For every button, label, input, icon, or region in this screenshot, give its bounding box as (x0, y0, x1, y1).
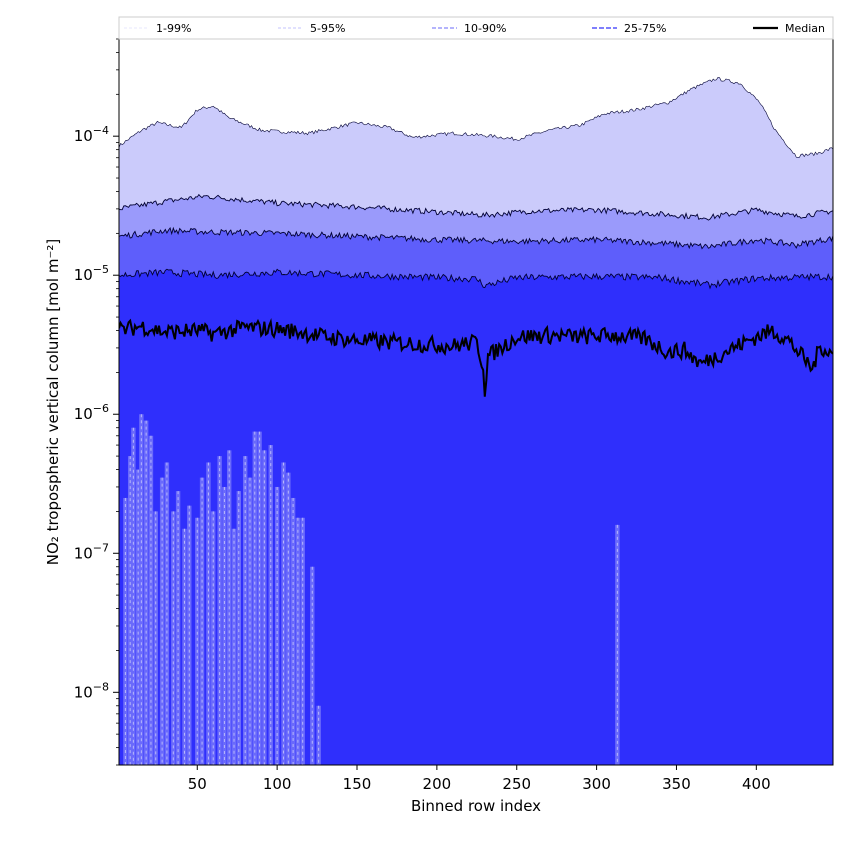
spike-bar (252, 431, 257, 765)
legend-box (118, 16, 834, 40)
y-tick-label: 10−4 (74, 124, 109, 145)
x-tick-label: 200 (423, 775, 452, 793)
y-tick-label: 10−8 (74, 680, 109, 701)
spike-bar (300, 517, 305, 765)
x-tick-label: 150 (343, 775, 372, 793)
spike-bar (159, 477, 165, 765)
spike-bar (310, 566, 315, 765)
plot-inner (119, 76, 833, 765)
legend-label: Median (785, 22, 825, 35)
spike-bar (316, 705, 321, 765)
spike-bar (295, 517, 301, 765)
legend-label: 5-95% (310, 22, 345, 35)
band-1-99-edge (119, 76, 833, 158)
x-tick-label: 400 (742, 775, 771, 793)
spike-bar (268, 445, 273, 765)
x-tick-label: 250 (502, 775, 531, 793)
y-axis-title: NO₂ tropospheric vertical column [mol m⁻… (44, 239, 62, 565)
x-axis: 50 100 150 200 250 300 350 400 (188, 765, 771, 793)
spike-bar (127, 456, 133, 765)
band-25-75-edge (119, 268, 833, 290)
spike-bar (182, 528, 187, 765)
x-tick-label: 100 (263, 775, 292, 793)
y-tick-label: 10−6 (74, 402, 109, 423)
legend-label: 10-90% (464, 22, 506, 35)
legend-label: 25-75% (624, 22, 666, 35)
y-axis: 10−8 10−7 10−6 10−5 10−4 (74, 38, 119, 766)
spike-bar (199, 477, 205, 765)
x-tick-label: 50 (188, 775, 207, 793)
plot-area (118, 38, 834, 766)
x-tick-label: 300 (582, 775, 611, 793)
band-5-95-edge (119, 193, 833, 221)
spike-bar (217, 456, 222, 765)
x-tick-label: 350 (662, 775, 691, 793)
spike-bar (257, 431, 262, 765)
y-tick-label: 10−5 (74, 263, 109, 284)
legend-label: 1-99% (156, 22, 191, 35)
spike-bar (242, 456, 248, 765)
spike-bar (187, 505, 192, 765)
spike-bar (175, 491, 181, 765)
legend: 1-99% 5-95% 10-90% 25-75% Median (118, 16, 834, 40)
median-line (119, 317, 833, 397)
spike-bar (231, 528, 237, 765)
spike-bar (143, 420, 149, 765)
spike-bar (247, 477, 253, 765)
band-10-90-edge (119, 226, 833, 250)
spike-bar (135, 469, 141, 765)
x-axis-title: Binned row index (411, 797, 541, 815)
spike-bar (236, 491, 241, 765)
y-tick-label: 10−7 (74, 541, 109, 562)
spike-bar (195, 517, 200, 765)
